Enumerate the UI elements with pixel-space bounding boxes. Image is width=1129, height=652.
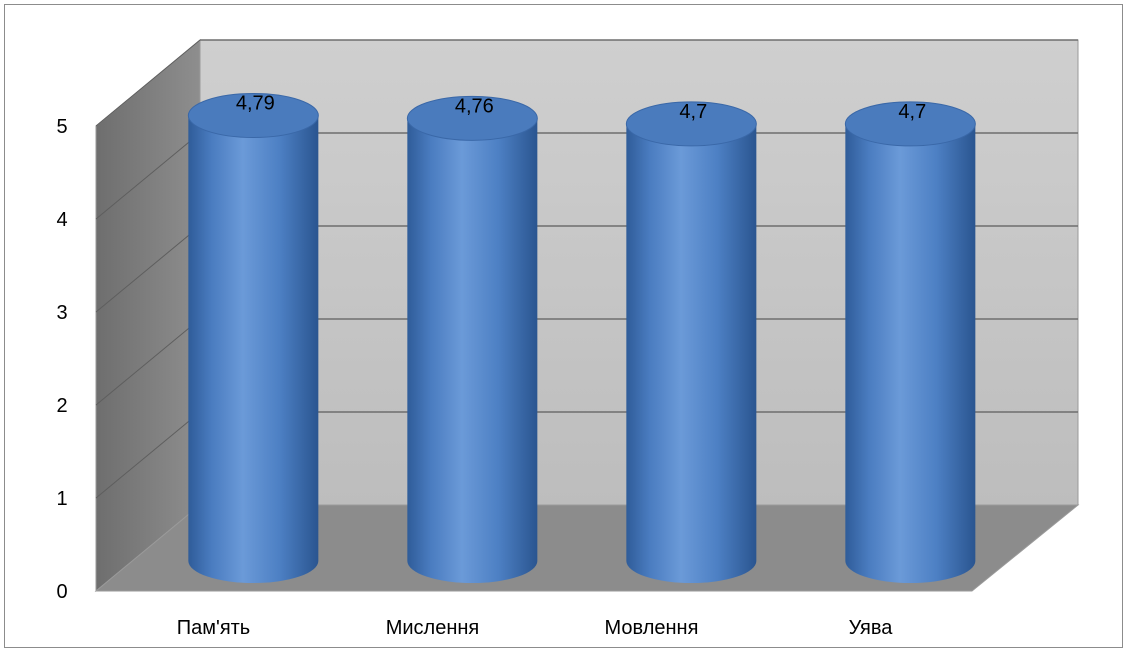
bar-top <box>406 95 538 141</box>
bar-top <box>625 101 757 147</box>
x-axis: Пам'ять Мислення Мовлення Уява <box>177 617 893 639</box>
x-tick-label: Пам'ять <box>177 617 250 639</box>
x-tick-label: Уява <box>849 617 894 639</box>
bar <box>844 101 976 584</box>
y-tick-label: 5 <box>56 116 67 138</box>
x-tick-label: Мовлення <box>605 617 699 639</box>
y-axis: 0 1 2 3 4 5 <box>56 116 67 603</box>
bar-top <box>844 101 976 147</box>
data-labels: 4,79 4,76 4,7 4,7 <box>236 93 926 123</box>
bar-body <box>626 123 757 584</box>
bar-body <box>845 123 976 584</box>
bar-body <box>407 118 538 583</box>
bar <box>187 93 319 583</box>
x-tick-label: Мислення <box>386 617 480 639</box>
side-wall <box>95 38 201 593</box>
gridline-side <box>95 132 201 220</box>
data-label: 4,7 <box>679 101 707 123</box>
gridline-side <box>95 411 201 499</box>
gridline-side <box>95 318 201 406</box>
data-label: 4,7 <box>898 101 926 123</box>
gridline-side <box>95 225 201 313</box>
data-label: 4,76 <box>455 95 494 117</box>
gridline-side <box>95 39 201 127</box>
floor <box>94 504 1080 592</box>
data-label: 4,79 <box>236 93 275 115</box>
y-tick-label: 2 <box>56 395 67 417</box>
y-tick-label: 1 <box>56 488 67 510</box>
y-tick-label: 4 <box>56 209 67 231</box>
bar-top <box>187 93 319 139</box>
bar-body <box>188 115 319 583</box>
bar <box>406 95 538 583</box>
bars <box>187 93 976 584</box>
y-tick-label: 3 <box>56 302 67 324</box>
bar <box>625 101 757 584</box>
y-tick-label: 0 <box>56 581 67 603</box>
